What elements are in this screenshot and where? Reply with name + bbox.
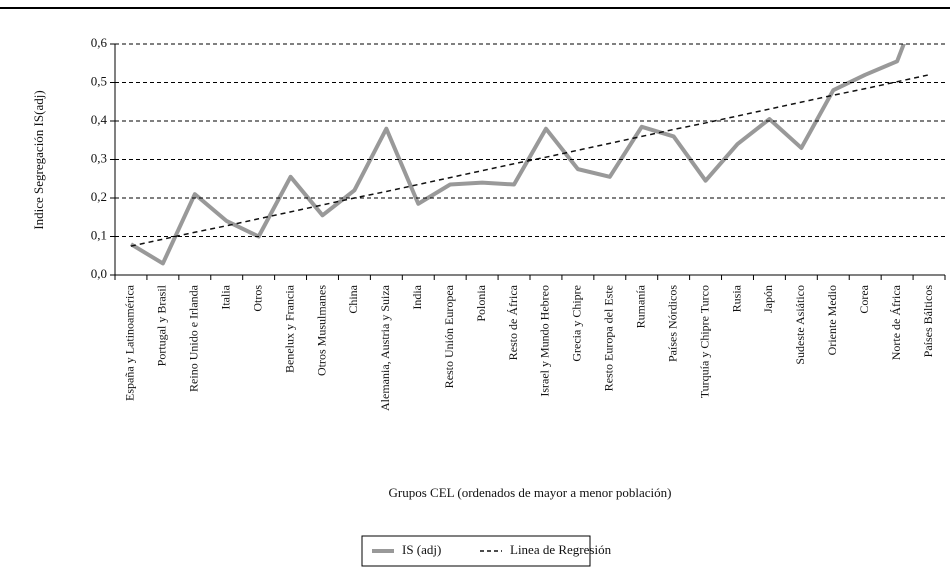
y-tick-label: 0,6 bbox=[91, 35, 108, 50]
y-tick-label: 0,5 bbox=[91, 73, 107, 88]
x-tick-label: Japón bbox=[761, 285, 775, 313]
y-tick-label: 0,3 bbox=[91, 150, 107, 165]
x-tick-label: España y Latinoamérica bbox=[123, 284, 137, 401]
x-tick-label: Reino Unido e Irlanda bbox=[187, 284, 201, 392]
x-tick-label: Países Nórdicos bbox=[665, 285, 679, 362]
x-tick-label: Benelux y Francia bbox=[282, 284, 296, 373]
x-tick-label: Oriente Medio bbox=[825, 285, 839, 355]
legend-label: IS (adj) bbox=[402, 542, 441, 557]
x-tick-label: Grecia y Chipre bbox=[570, 285, 584, 362]
x-tick-label: Otros bbox=[250, 285, 264, 312]
x-tick-label: Alemania, Austria y Suiza bbox=[378, 284, 392, 411]
x-tick-label: Israel y Mundo Hebreo bbox=[538, 285, 552, 397]
x-tick-label: Resto Unión Europea bbox=[442, 284, 456, 388]
x-tick-label: Países Bálticos bbox=[921, 285, 935, 358]
x-tick-label: Resto Europa del Este bbox=[602, 285, 616, 391]
y-tick-label: 0,4 bbox=[91, 112, 108, 127]
y-tick-label: 0,1 bbox=[91, 227, 107, 242]
x-tick-label: Portugal y Brasil bbox=[155, 284, 169, 366]
x-tick-label: Corea bbox=[857, 284, 871, 313]
y-tick-label: 0,2 bbox=[91, 189, 107, 204]
y-tick-label: 0,0 bbox=[91, 266, 107, 281]
regression-line bbox=[130, 74, 930, 247]
x-tick-label: Italia bbox=[218, 284, 232, 309]
legend-label: Linea de Regresión bbox=[510, 542, 612, 557]
data-line bbox=[129, 44, 906, 266]
x-tick-label: India bbox=[410, 284, 424, 309]
x-tick-label: Resto de África bbox=[506, 284, 520, 360]
x-tick-label: Turquía y Chipre Turco bbox=[697, 285, 711, 398]
x-tick-label: Norte de África bbox=[889, 284, 903, 360]
x-tick-label: Sudeste Asiático bbox=[793, 285, 807, 365]
x-tick-label: Otros Musulmanes bbox=[314, 285, 328, 376]
y-axis-label: Indice Segregación IS(adj) bbox=[31, 90, 46, 229]
x-tick-label: Rusia bbox=[729, 284, 743, 312]
x-axis-label: Grupos CEL (ordenados de mayor a menor p… bbox=[389, 485, 672, 500]
x-tick-label: Polonia bbox=[474, 284, 488, 321]
legend-box bbox=[361, 535, 591, 567]
plot bbox=[129, 44, 930, 266]
x-tick-label: China bbox=[346, 284, 360, 313]
x-tick-label: Rumanía bbox=[633, 284, 647, 328]
